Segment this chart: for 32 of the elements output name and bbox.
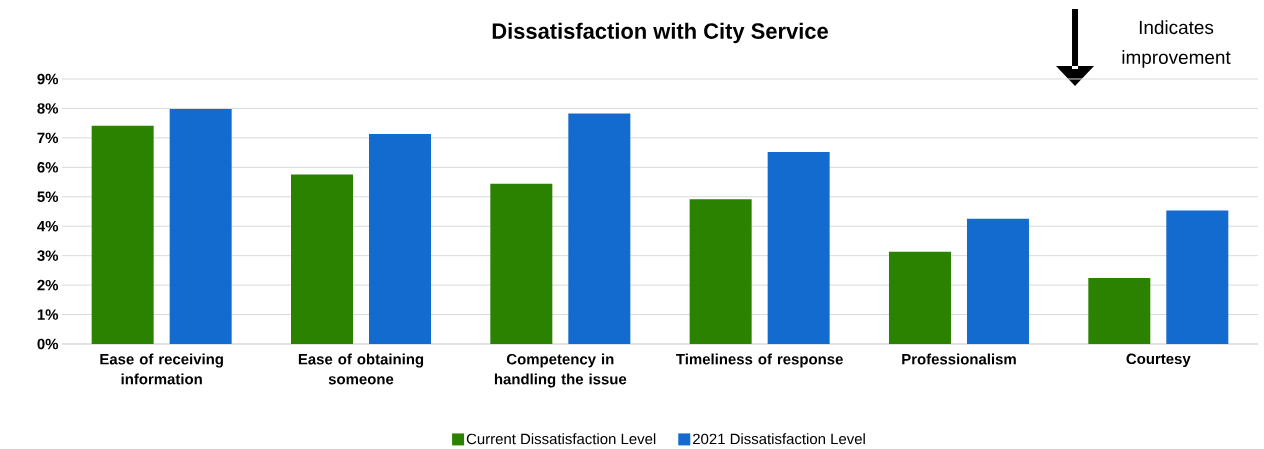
x-tick-label: Ease of obtaining someone bbox=[298, 353, 424, 385]
y-tick-label: 6% bbox=[37, 162, 59, 173]
bar bbox=[966, 218, 1029, 344]
y-tick-label: 7% bbox=[37, 132, 59, 144]
bar bbox=[1088, 278, 1151, 344]
y-tick-label: 4% bbox=[37, 220, 59, 232]
chart-title: Dissatisfaction with City Service bbox=[492, 22, 828, 44]
bar bbox=[767, 152, 830, 344]
legend-label: Current Dissatisfaction Level bbox=[466, 433, 656, 445]
bar bbox=[169, 109, 232, 344]
y-tick-label: 0% bbox=[37, 338, 59, 350]
y-tick-label: 3% bbox=[37, 250, 59, 261]
bar bbox=[689, 199, 752, 344]
y-tick-label: 1% bbox=[37, 309, 59, 320]
x-tick-label: Courtesy bbox=[1126, 353, 1191, 368]
y-tick-label: 9% bbox=[37, 73, 59, 85]
y-tick-label: 8% bbox=[37, 103, 59, 114]
bar bbox=[490, 183, 553, 344]
x-tick-label: Competency in handling the issue bbox=[494, 353, 627, 388]
bar bbox=[1166, 210, 1229, 344]
y-tick-label: 5% bbox=[37, 191, 59, 203]
bar bbox=[888, 251, 951, 344]
bar bbox=[568, 113, 631, 344]
x-tick-label: Timeliness of response bbox=[676, 353, 843, 368]
y-tick-label: 2% bbox=[37, 279, 59, 291]
x-tick-label: Ease of receiving information bbox=[100, 353, 223, 385]
legend-label: 2021 Dissatisfaction Level bbox=[693, 433, 865, 445]
text: Indicates improvement bbox=[1122, 20, 1231, 68]
x-tick-label: Professionalism bbox=[902, 353, 1016, 365]
bar bbox=[91, 125, 154, 344]
bar bbox=[290, 174, 353, 344]
bar bbox=[368, 134, 431, 344]
